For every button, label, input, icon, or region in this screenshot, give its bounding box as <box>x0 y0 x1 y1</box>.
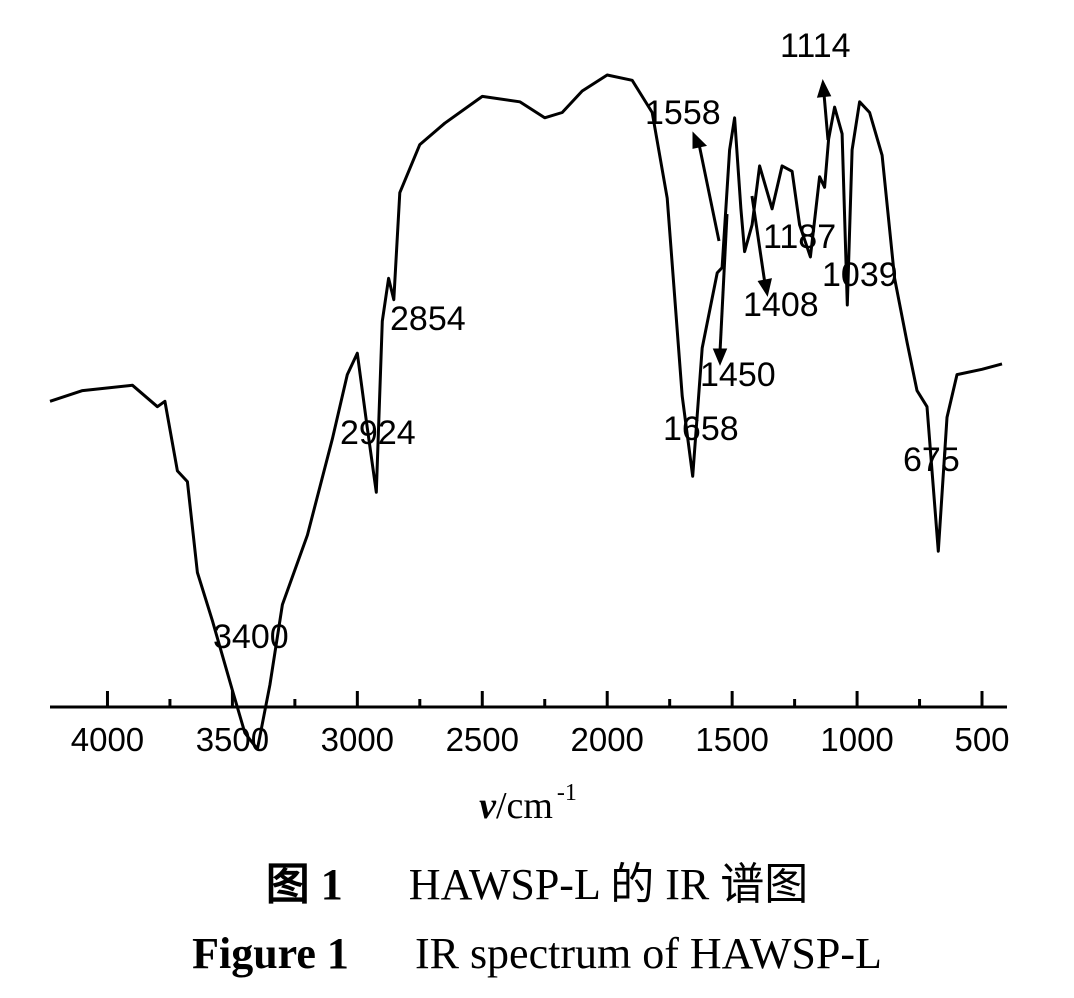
arrow-1408 <box>750 195 772 297</box>
x-tick-label-2500: 2500 <box>446 721 519 758</box>
x-axis-label: ν/cm -1 <box>479 780 577 827</box>
x-tick-label-3500: 3500 <box>196 721 269 758</box>
figure-number-en: Figure 1 <box>192 929 349 978</box>
peak-label-1558: 1558 <box>645 94 721 132</box>
peak-label-3400: 3400 <box>213 618 289 656</box>
x-tick-label-4000: 4000 <box>71 721 144 758</box>
x-tick-label-1000: 1000 <box>820 721 893 758</box>
arrow-1114 <box>816 78 832 141</box>
peak-annotations: 3400 2924 2854 1658 1558 1450 1408 1187 … <box>213 27 960 656</box>
x-axis-unit: /cm <box>496 785 553 827</box>
peak-label-1187: 1187 <box>763 218 836 256</box>
figure-title-en: IR spectrum of HAWSP-L <box>414 929 882 978</box>
peak-label-1039: 1039 <box>822 256 898 294</box>
peak-label-1114: 1114 <box>780 27 851 65</box>
x-tick-label-500: 500 <box>954 721 1009 758</box>
series-layer <box>49 73 1003 751</box>
x-axis-symbol: ν <box>479 785 497 827</box>
peak-label-2924: 2924 <box>340 414 416 452</box>
x-axis-unit-exponent: -1 <box>557 780 577 806</box>
x-tick-label-3000: 3000 <box>321 721 394 758</box>
ir-spectrum-chart: 3400 2924 2854 1658 1558 1450 1408 1187 … <box>49 27 1010 827</box>
figure-number-cn: 图 1 <box>265 860 343 909</box>
peak-label-675: 675 <box>903 441 960 479</box>
x-tick-label-1500: 1500 <box>695 721 768 758</box>
peak-label-1450: 1450 <box>700 356 776 394</box>
peak-label-1658: 1658 <box>663 410 739 448</box>
x-tick-label-2000: 2000 <box>570 721 643 758</box>
figure-title-cn: HAWSP-L 的 IR 谱图 <box>408 860 809 909</box>
arrow-1450 <box>712 213 729 366</box>
arrow-1558 <box>692 131 721 242</box>
spectrum-line <box>49 73 1003 751</box>
figure-caption-en: Figure 1 IR spectrum of HAWSP-L <box>0 928 1074 979</box>
x-axis-ticks: 4000 3500 3000 2500 2000 1500 1000 500 <box>71 691 1010 758</box>
peak-label-1408: 1408 <box>743 286 819 324</box>
figure-caption-cn: 图 1 HAWSP-L 的 IR 谱图 <box>0 848 1074 912</box>
peak-label-2854: 2854 <box>390 300 466 338</box>
